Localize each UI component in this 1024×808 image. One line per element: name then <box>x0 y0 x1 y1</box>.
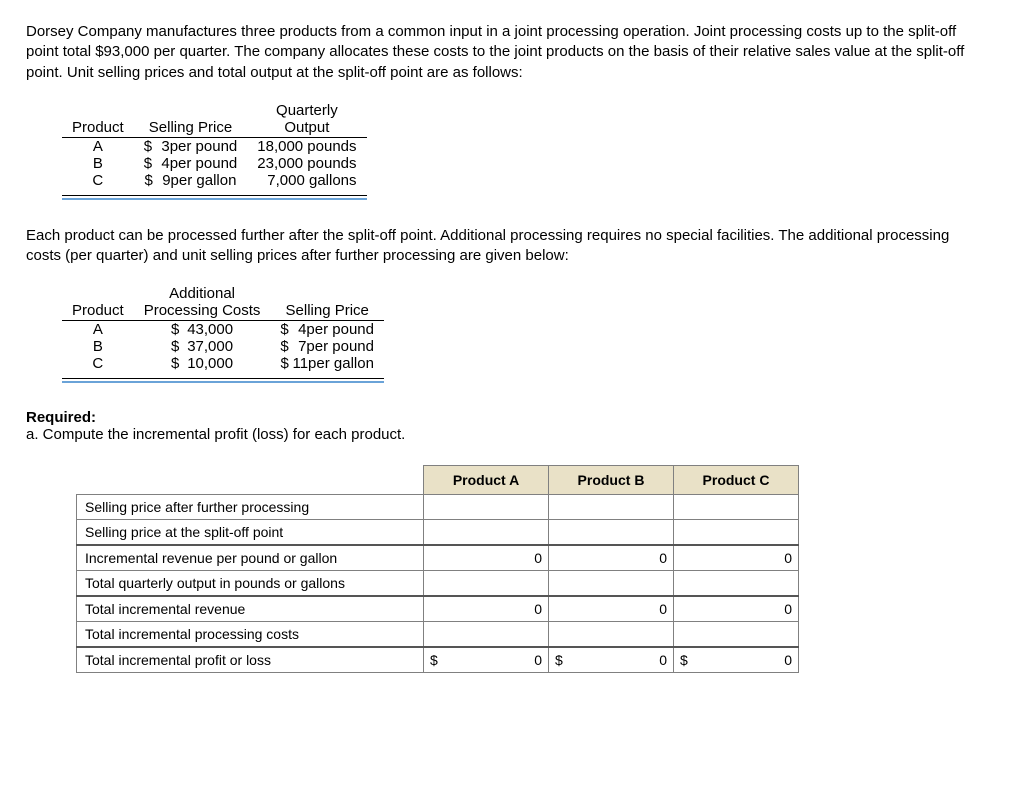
answer-row: Total incremental revenue000 <box>77 596 799 622</box>
t1-output: 7,000 gallons <box>247 172 366 189</box>
answer-row-label: Total incremental revenue <box>77 596 424 622</box>
t2-price: $4 per pound <box>270 321 384 339</box>
answer-row-label: Selling price after further processing <box>77 495 424 520</box>
answer-cell-c[interactable] <box>674 571 799 597</box>
answer-cell-c[interactable]: $0 <box>674 647 799 673</box>
table1-row: B$4 per pound23,000 pounds <box>62 155 367 172</box>
t2-h-cost: AdditionalProcessing Costs <box>134 284 271 321</box>
t2-cost: $ 37,000 <box>134 338 271 355</box>
t2-h-product: Product <box>62 284 134 321</box>
required-a: a. Compute the incremental profit (loss)… <box>26 426 405 443</box>
answer-cell-a[interactable]: 0 <box>424 545 549 571</box>
t1-output: 23,000 pounds <box>247 155 366 172</box>
answer-cell-a[interactable]: 0 <box>424 596 549 622</box>
answer-cell-c[interactable] <box>674 622 799 648</box>
answer-cell-a[interactable] <box>424 622 549 648</box>
table1-wrap: Product Selling Price QuarterlyOutput A$… <box>26 101 367 200</box>
table2-row: A$ 43,000$4 per pound <box>62 321 384 339</box>
answer-cell-b[interactable]: 0 <box>549 545 674 571</box>
answer-cell-b[interactable] <box>549 571 674 597</box>
answer-row-label: Incremental revenue per pound or gallon <box>77 545 424 571</box>
answer-cell-a[interactable] <box>424 495 549 520</box>
table1: Product Selling Price QuarterlyOutput A$… <box>62 101 367 189</box>
table2: Product AdditionalProcessing Costs Selli… <box>62 284 384 372</box>
t1-output: 18,000 pounds <box>247 137 366 155</box>
answer-cell-b[interactable]: 0 <box>549 596 674 622</box>
t1-h-price: Selling Price <box>134 101 248 138</box>
t1-h-product: Product <box>62 101 134 138</box>
table2-row: C$ 10,000$11 per gallon <box>62 355 384 372</box>
answer-row-label: Total incremental processing costs <box>77 622 424 648</box>
t1-price: $4 per pound <box>134 155 248 172</box>
t2-product: B <box>62 338 134 355</box>
answer-cell-b[interactable] <box>549 495 674 520</box>
t1-price: $9 per gallon <box>134 172 248 189</box>
answer-cell-a[interactable] <box>424 571 549 597</box>
answer-cell-c[interactable]: 0 <box>674 545 799 571</box>
t1-product: C <box>62 172 134 189</box>
answer-row: Selling price after further processing <box>77 495 799 520</box>
required-label: Required: <box>26 409 96 426</box>
answer-row-label: Selling price at the split-off point <box>77 520 424 546</box>
answer-row: Selling price at the split-off point <box>77 520 799 546</box>
t1-product: A <box>62 137 134 155</box>
answer-cell-c[interactable] <box>674 495 799 520</box>
answer-cell-b[interactable]: $0 <box>549 647 674 673</box>
table1-row: A$3 per pound18,000 pounds <box>62 137 367 155</box>
answer-row-label: Total quarterly output in pounds or gall… <box>77 571 424 597</box>
t1-product: B <box>62 155 134 172</box>
answer-col-b: Product B <box>549 466 674 495</box>
answer-cell-a[interactable]: $0 <box>424 647 549 673</box>
t2-h-price: Selling Price <box>270 284 384 321</box>
answer-corner <box>77 466 424 495</box>
answer-cell-b[interactable] <box>549 520 674 546</box>
answer-cell-c[interactable]: 0 <box>674 596 799 622</box>
answer-cell-b[interactable] <box>549 622 674 648</box>
t2-price: $7 per pound <box>270 338 384 355</box>
t1-price: $3 per pound <box>134 137 248 155</box>
answer-row-label: Total incremental profit or loss <box>77 647 424 673</box>
t2-cost: $ 43,000 <box>134 321 271 339</box>
answer-row: Total quarterly output in pounds or gall… <box>77 571 799 597</box>
answer-col-a: Product A <box>424 466 549 495</box>
answer-row: Incremental revenue per pound or gallon0… <box>77 545 799 571</box>
t2-product: A <box>62 321 134 339</box>
t2-price: $11 per gallon <box>270 355 384 372</box>
intro-paragraph-1: Dorsey Company manufactures three produc… <box>26 22 986 83</box>
table1-row: C$9 per gallon7,000 gallons <box>62 172 367 189</box>
answer-col-c: Product C <box>674 466 799 495</box>
answer-row: Total incremental processing costs <box>77 622 799 648</box>
answer-row: Total incremental profit or loss$0$0$0 <box>77 647 799 673</box>
answer-cell-a[interactable] <box>424 520 549 546</box>
answer-cell-c[interactable] <box>674 520 799 546</box>
t1-h-output: QuarterlyOutput <box>247 101 366 138</box>
t2-product: C <box>62 355 134 372</box>
intro-paragraph-2: Each product can be processed further af… <box>26 226 986 267</box>
answer-table: Product A Product B Product C Selling pr… <box>76 465 799 673</box>
table2-row: B$ 37,000$7 per pound <box>62 338 384 355</box>
table2-wrap: Product AdditionalProcessing Costs Selli… <box>26 284 384 383</box>
t2-cost: $ 10,000 <box>134 355 271 372</box>
